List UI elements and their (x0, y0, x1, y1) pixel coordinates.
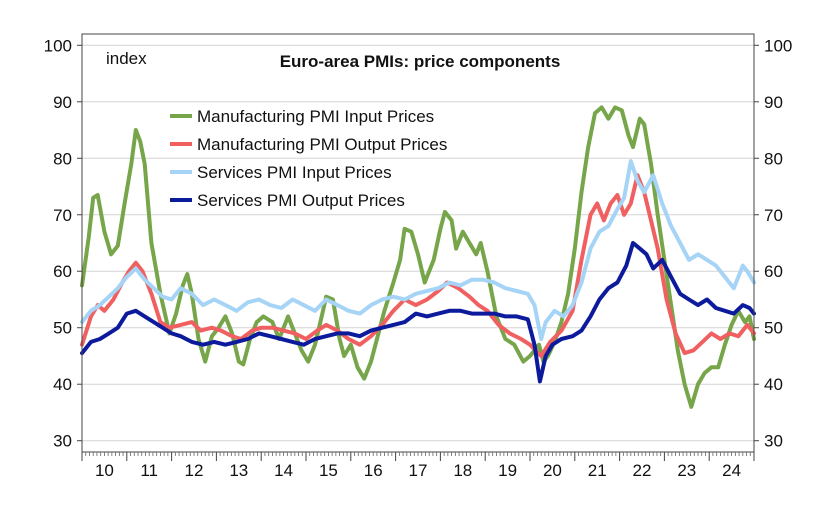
chart-title: Euro-area PMIs: price components (280, 52, 561, 71)
x-tick-label: 12 (185, 461, 204, 480)
series-line-2 (80, 173, 756, 358)
y-tick-label-left: 50 (53, 319, 72, 338)
y-tick-label-left: 60 (53, 262, 72, 281)
x-tick-label: 17 (409, 461, 428, 480)
y-tick-label-right: 40 (764, 375, 783, 394)
x-tick-label: 13 (229, 461, 248, 480)
x-tick-label: 19 (498, 461, 517, 480)
legend-label: Services PMI Output Prices (197, 191, 405, 210)
legend-label: Manufacturing PMI Output Prices (197, 135, 447, 154)
y-tick-label-right: 60 (764, 262, 783, 281)
y-tick-label-right: 80 (764, 149, 783, 168)
legend-label: Services PMI Input Prices (197, 163, 392, 182)
y-tick-label-right: 70 (764, 206, 783, 225)
y-axis-label: index (106, 49, 147, 68)
y-tick-label-left: 70 (53, 206, 72, 225)
legend-label: Manufacturing PMI Input Prices (197, 107, 434, 126)
series-line-3 (80, 159, 756, 341)
y-tick-label-left: 90 (53, 93, 72, 112)
y-tick-label-right: 50 (764, 319, 783, 338)
series-line-1 (80, 105, 756, 409)
x-tick-label: 15 (319, 461, 338, 480)
x-tick-label: 10 (95, 461, 114, 480)
gridlines (82, 44, 754, 442)
x-tick-label: 23 (677, 461, 696, 480)
y-tick-label-left: 30 (53, 432, 72, 451)
x-tick-label: 11 (140, 461, 158, 480)
x-tick-label: 18 (453, 461, 472, 480)
y-axis-right: 30 40 50 60 70 80 90 100 (754, 36, 792, 451)
x-tick-label: 14 (274, 461, 293, 480)
y-tick-label-left: 40 (53, 375, 72, 394)
y-tick-label-right: 100 (764, 36, 792, 55)
x-tick-label: 21 (588, 461, 607, 480)
x-tick-label: 22 (633, 461, 652, 480)
y-tick-label-left: 100 (44, 36, 72, 55)
x-axis: 10 11 12 13 14 15 16 17 18 19 20 21 22 23 24 (81, 452, 755, 480)
y-tick-label-right: 90 (764, 93, 783, 112)
x-tick-label: 16 (364, 461, 383, 480)
y-axis-left: 30 40 50 60 70 80 90 100 (44, 36, 82, 451)
y-tick-label-right: 30 (764, 432, 783, 451)
x-tick-label: 20 (543, 461, 562, 480)
x-tick-label: 24 (722, 461, 741, 480)
legend: Manufacturing PMI Input Prices Manufactur… (170, 107, 447, 210)
series-line-4 (80, 241, 756, 384)
series-lines (80, 105, 756, 409)
y-tick-label-left: 80 (53, 149, 72, 168)
